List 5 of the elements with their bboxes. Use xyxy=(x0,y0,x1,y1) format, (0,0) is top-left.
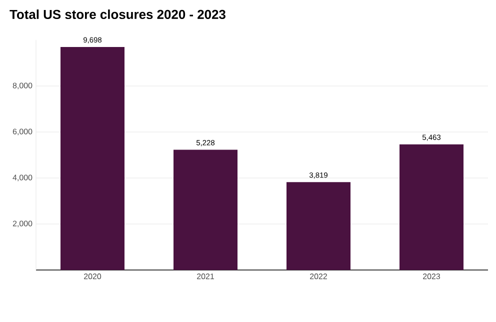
bar xyxy=(400,144,464,270)
chart-title: Total US store closures 2020 - 2023 xyxy=(10,10,226,20)
bar xyxy=(174,150,238,270)
bar xyxy=(286,182,351,270)
bar xyxy=(60,46,124,270)
